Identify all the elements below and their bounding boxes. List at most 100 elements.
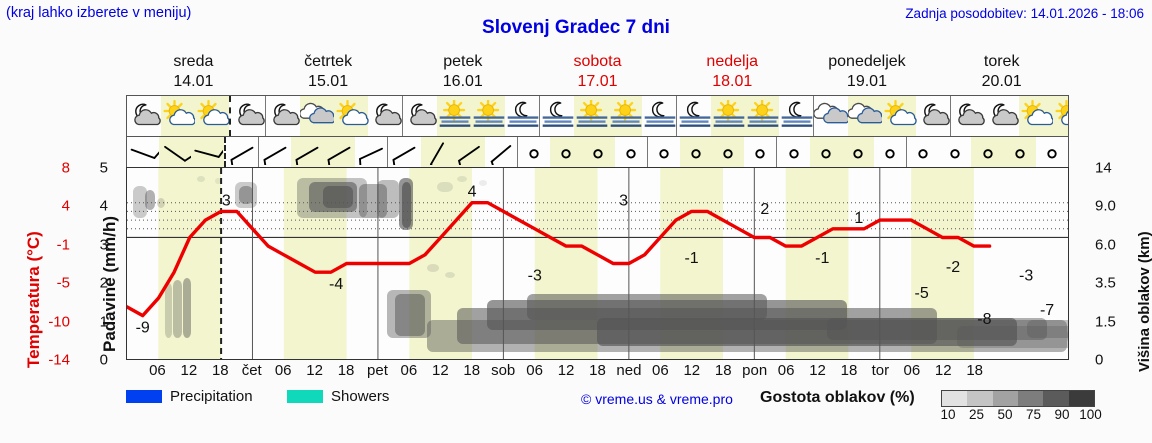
wind-barb-cell-12 xyxy=(517,137,550,167)
x-tick-19: pon xyxy=(742,362,768,379)
cloud-scale-step-2 xyxy=(992,391,1018,406)
cloud-density-color-scale xyxy=(941,390,1095,407)
temperature-label-8: -1 xyxy=(815,250,829,267)
menu-hint-text: (kraj lahko izberete v meniju) xyxy=(6,5,192,21)
temperature-tick-5: -14 xyxy=(48,351,70,369)
wind-barb-cell-2 xyxy=(191,137,224,167)
sun-cloud-icon xyxy=(1053,99,1068,132)
x-tick-4: 06 xyxy=(274,362,292,379)
cloud-height-tick-2: 6.0 xyxy=(1095,236,1116,254)
cloud-scale-label-1: 25 xyxy=(968,407,985,422)
copyright-text: © vreme.us & vreme.pro xyxy=(581,391,733,407)
temperature-label-11: -2 xyxy=(946,259,960,276)
x-tick-26: 18 xyxy=(966,362,984,379)
weather-icon-cell-14 xyxy=(608,96,642,136)
day-name: sreda xyxy=(173,53,214,70)
wind-barb-cell-15 xyxy=(615,137,647,167)
wind-barb-cell-0 xyxy=(127,137,160,167)
cloud-density-scale-numbers: 10 25 50 75 90 100 xyxy=(934,407,1106,423)
weather-icon-cell-6 xyxy=(334,96,369,136)
weather-icon-cell-20 xyxy=(813,96,850,136)
precipitation-tick-0: 5 xyxy=(99,159,108,177)
meteogram-plot: -9 3 -4 4 -3 3 -1 2 -1 1 -5 -2 -8 -3 -7 xyxy=(126,167,1069,360)
moon-fog-icon xyxy=(505,100,539,132)
precipitation-axis-ticks: 5 4 3 2 1 0 xyxy=(84,160,108,369)
x-tick-11: sob xyxy=(491,362,516,379)
weather-icon-cell-15 xyxy=(642,96,676,136)
wind-barb-cell-8 xyxy=(387,137,420,167)
x-tick-0: 06 xyxy=(149,362,166,379)
legend-bar: Precipitation Showers © vreme.us & vreme… xyxy=(126,388,1146,422)
sun-fog-icon xyxy=(471,99,505,132)
weather-icon-cell-13 xyxy=(574,96,608,136)
moon-cloud-icon xyxy=(985,100,1019,132)
weather-icon-cell-12 xyxy=(539,96,574,136)
wind-barb-cell-20 xyxy=(776,137,809,167)
sun-cloud-icon xyxy=(161,99,196,132)
page-title: Slovenj Gradec 7 dni xyxy=(482,17,670,38)
temperature-tick-4: -10 xyxy=(48,313,70,331)
temperature-label-2: -4 xyxy=(329,276,343,293)
x-tick-7: pet xyxy=(367,362,388,379)
moon-fog-icon xyxy=(540,100,574,132)
day-date: 20.01 xyxy=(981,73,1022,90)
wind-barb-cell-4 xyxy=(257,137,291,167)
day-date: 14.01 xyxy=(173,73,214,90)
temperature-tick-0: 8 xyxy=(61,159,70,177)
day-header-2: petek 16.01 xyxy=(395,52,530,94)
weather-icon-strip xyxy=(126,95,1069,137)
weather-icon-cell-24 xyxy=(950,96,985,136)
cloud-density-legend-title: Gostota oblakov (%) xyxy=(760,389,915,406)
cloud-height-tick-3: 3.5 xyxy=(1095,274,1116,292)
weather-icon-cell-25 xyxy=(985,96,1019,136)
weather-icon-cell-7 xyxy=(368,96,402,136)
day-header-row: sreda 14.01 četrtek 15.01 petek 16.01 sobota 17… xyxy=(126,52,1069,94)
cloud-scale-label-2: 50 xyxy=(997,407,1013,422)
moon-fog-icon xyxy=(642,100,676,132)
moon-fog-icon xyxy=(779,100,813,132)
temperature-label-9: 1 xyxy=(854,210,863,227)
sun-fog-icon xyxy=(745,99,779,132)
wind-barb-cell-22 xyxy=(841,137,874,167)
weather-icon-cell-27 xyxy=(1053,96,1068,136)
x-tick-20: 06 xyxy=(777,362,795,379)
weather-icon-cell-19 xyxy=(779,96,813,136)
wind-barb-strip xyxy=(126,137,1069,167)
x-tick-1: 12 xyxy=(180,362,198,379)
x-tick-6: 18 xyxy=(337,362,355,379)
temperature-label-4: -3 xyxy=(528,268,542,285)
temperature-label-7: 2 xyxy=(760,201,769,218)
precipitation-swatch xyxy=(126,390,162,404)
temperature-label-3: 4 xyxy=(468,184,477,201)
temperature-tick-3: -5 xyxy=(56,274,70,292)
wind-barb-cell-18 xyxy=(712,137,745,167)
day-header-6: torek 20.01 xyxy=(934,52,1069,94)
cloud-height-axis-title: Višina oblakov (km) xyxy=(1136,231,1152,372)
day-date: 19.01 xyxy=(846,73,887,90)
weather-icon-cell-4 xyxy=(265,96,300,136)
wind-barb-cell-25 xyxy=(939,137,971,167)
temperature-tick-2: -1 xyxy=(56,236,70,254)
temperature-label-14: -7 xyxy=(1040,302,1054,319)
weather-icon-cell-11 xyxy=(505,96,539,136)
precipitation-tick-4: 1 xyxy=(99,313,108,331)
wind-barb-cell-13 xyxy=(550,137,583,167)
wind-barb-cell-14 xyxy=(582,137,615,167)
wind-barb-cell-1 xyxy=(159,137,192,167)
temperature-label-6: -1 xyxy=(684,250,698,267)
weather-icon-cell-0 xyxy=(127,96,161,136)
weather-icon-cell-22 xyxy=(882,96,917,136)
wind-barb-cell-23 xyxy=(874,137,906,167)
precipitation-tick-3: 2 xyxy=(99,274,108,292)
weather-icon-cell-26 xyxy=(1019,96,1054,136)
wind-barb-cell-27 xyxy=(1003,137,1036,167)
x-tick-5: 12 xyxy=(306,362,323,379)
wind-barb-cell-19 xyxy=(744,137,776,167)
moon-cloud-icon xyxy=(231,100,265,132)
moon-cloud-icon xyxy=(368,100,402,132)
sun-cloud-icon xyxy=(882,99,917,132)
x-tick-13: 12 xyxy=(557,362,575,379)
moon-fog-icon xyxy=(677,100,711,132)
wind-barb-cell-11 xyxy=(485,137,517,167)
x-tick-23: tor xyxy=(871,362,890,379)
